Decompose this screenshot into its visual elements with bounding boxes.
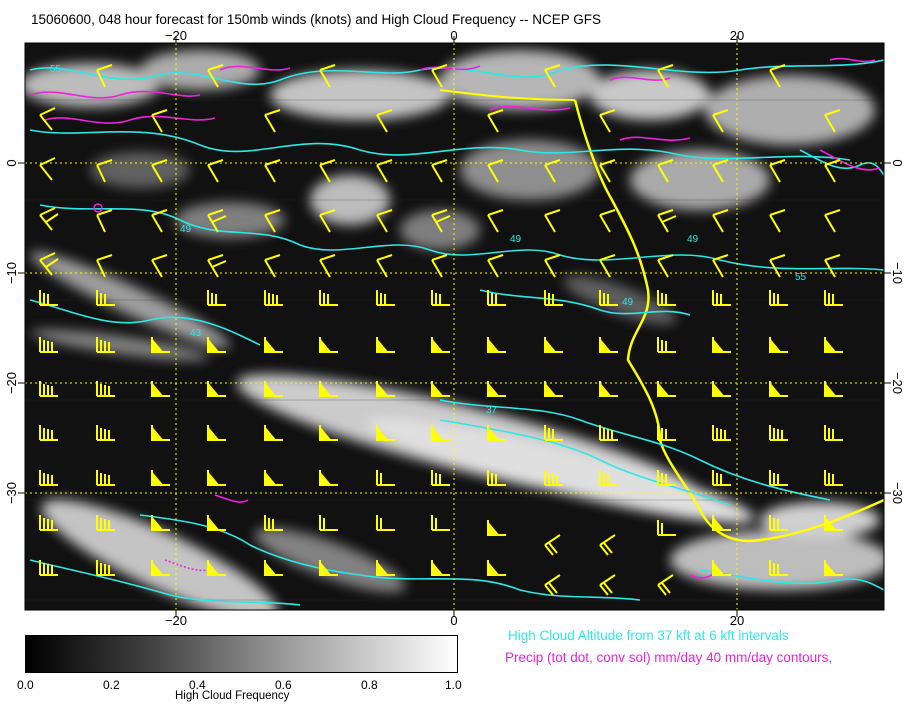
colorbar-tick: 0.4 bbox=[189, 678, 206, 692]
legend-cloud-altitude: High Cloud Altitude from 37 kft at 6 kft… bbox=[508, 628, 789, 643]
chart-title: 15060600, 048 hour forecast for 150mb wi… bbox=[31, 12, 602, 27]
lat-label-right: −30 bbox=[890, 482, 905, 504]
contour-label: 55 bbox=[50, 64, 62, 75]
colorbar-tick: 0.6 bbox=[275, 678, 292, 692]
lon-label-top: 20 bbox=[730, 28, 744, 43]
lat-lon-grid bbox=[25, 43, 884, 610]
colorbar bbox=[25, 635, 458, 673]
lon-label-top: 0 bbox=[450, 28, 457, 43]
lon-label-top: −20 bbox=[165, 28, 187, 43]
lon-label-bottom: 20 bbox=[730, 613, 744, 628]
lon-label-bottom: 0 bbox=[450, 613, 457, 628]
lat-label-right: 0 bbox=[890, 159, 905, 166]
contour-label: 37 bbox=[486, 405, 498, 416]
colorbar-tick: 0.8 bbox=[361, 678, 378, 692]
colorbar-tick: 1.0 bbox=[445, 678, 462, 692]
legend-precip: Precip (tot dot, conv sol) mm/day 40 mm/… bbox=[505, 650, 833, 665]
lat-label-right: −20 bbox=[890, 372, 905, 394]
contour-label: 49 bbox=[180, 224, 192, 235]
cloud-altitude-contours bbox=[29, 59, 884, 606]
contour-label: 49 bbox=[687, 234, 699, 245]
wind-barbs bbox=[39, 64, 843, 596]
cloud-frequency-field bbox=[25, 43, 884, 610]
contour-label: 55 bbox=[795, 272, 807, 283]
lat-label-left: −10 bbox=[4, 262, 19, 284]
contour-label: 49 bbox=[622, 297, 634, 308]
lat-label-left: −30 bbox=[4, 482, 19, 504]
contour-label: 43 bbox=[190, 328, 202, 339]
contour-label: 49 bbox=[510, 234, 522, 245]
lon-label-bottom: −20 bbox=[165, 613, 187, 628]
lat-label-left: 0 bbox=[4, 159, 19, 166]
coastline bbox=[573, 99, 884, 543]
lat-label-right: −10 bbox=[890, 262, 905, 284]
colorbar-tick: 0.2 bbox=[103, 678, 120, 692]
colorbar-label: High Cloud Frequency bbox=[175, 690, 290, 702]
colorbar-tick: 0.0 bbox=[17, 678, 34, 692]
lat-label-left: −20 bbox=[4, 372, 19, 394]
